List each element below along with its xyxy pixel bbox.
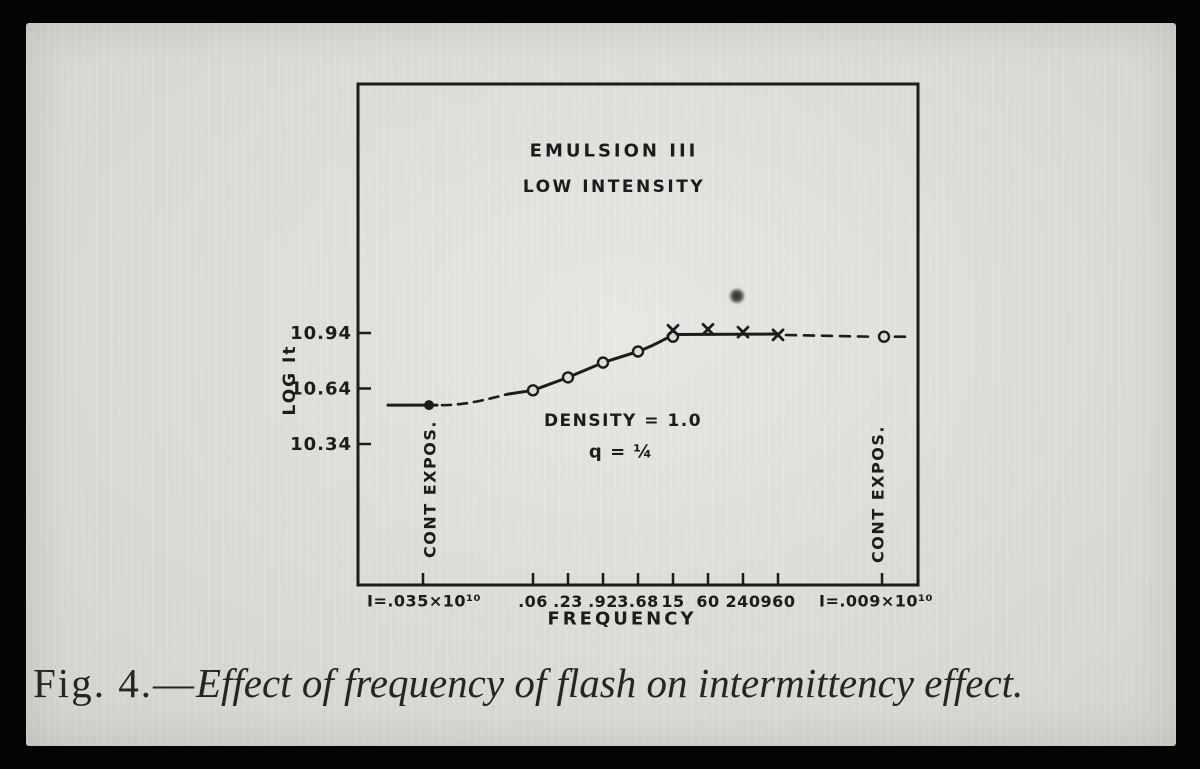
x-tick-label: 60	[696, 592, 719, 611]
data-point-flash-frequency-crosses	[771, 328, 785, 342]
data-point-flash-frequency-crosses	[666, 323, 680, 337]
slide-texture	[26, 23, 1176, 746]
q-annotation: q = ¼	[588, 441, 654, 463]
data-point-flash-frequency-circles	[596, 356, 610, 369]
x-tick-label: .06	[518, 592, 548, 611]
plot-border	[356, 82, 920, 587]
data-point-flash-frequency-circles	[631, 345, 645, 358]
x-tick-label: 240	[726, 592, 761, 611]
data-point-flash-frequency-circles	[526, 384, 540, 397]
cont-expos-label-left: CONT EXPOS.	[420, 420, 440, 558]
cont-expos-label-right: CONT EXPOS.	[868, 425, 888, 563]
x-axis-left-end-label: I=.035×10¹⁰	[366, 591, 482, 611]
data-point-flash-frequency-crosses	[736, 325, 750, 339]
y-tick-label: 10.34	[290, 434, 352, 455]
x-tick-label: 15	[661, 592, 684, 611]
caption-prefix: Fig. 4.—	[33, 660, 196, 706]
data-point-flash-frequency-crosses	[701, 322, 715, 336]
figure-caption: Fig. 4.—Effect of frequency of flash on …	[33, 659, 1023, 707]
x-axis-right-end-label: I=.009×10¹⁰	[818, 591, 934, 611]
curve-segment	[440, 393, 509, 407]
curve-segment	[784, 333, 874, 338]
x-tick-label: .92	[588, 592, 618, 611]
x-axis-title: FREQUENCY	[547, 608, 697, 630]
x-tick-label: 3.68	[617, 592, 658, 611]
data-point-flash-frequency-circles	[561, 371, 575, 384]
chart-title: EMULSION III	[529, 140, 699, 162]
y-tick-label: 10.94	[290, 323, 352, 344]
y-tick-label: 10.64	[290, 379, 352, 400]
lantern-slide	[26, 23, 1176, 746]
slide-blemish	[729, 288, 745, 304]
data-point-continuous-exposure-left	[424, 400, 434, 411]
y-axis-title: LOG It	[280, 344, 300, 416]
curve-segment	[505, 332, 780, 396]
x-tick-label: 960	[761, 592, 796, 611]
data-point-continuous-exposure-right	[877, 330, 891, 343]
x-tick-label: .23	[553, 592, 583, 611]
chart-subtitle: LOW INTENSITY	[522, 177, 706, 197]
density-annotation: DENSITY = 1.0	[543, 411, 703, 431]
caption-text: Effect of frequency of flash on intermit…	[195, 660, 1024, 706]
